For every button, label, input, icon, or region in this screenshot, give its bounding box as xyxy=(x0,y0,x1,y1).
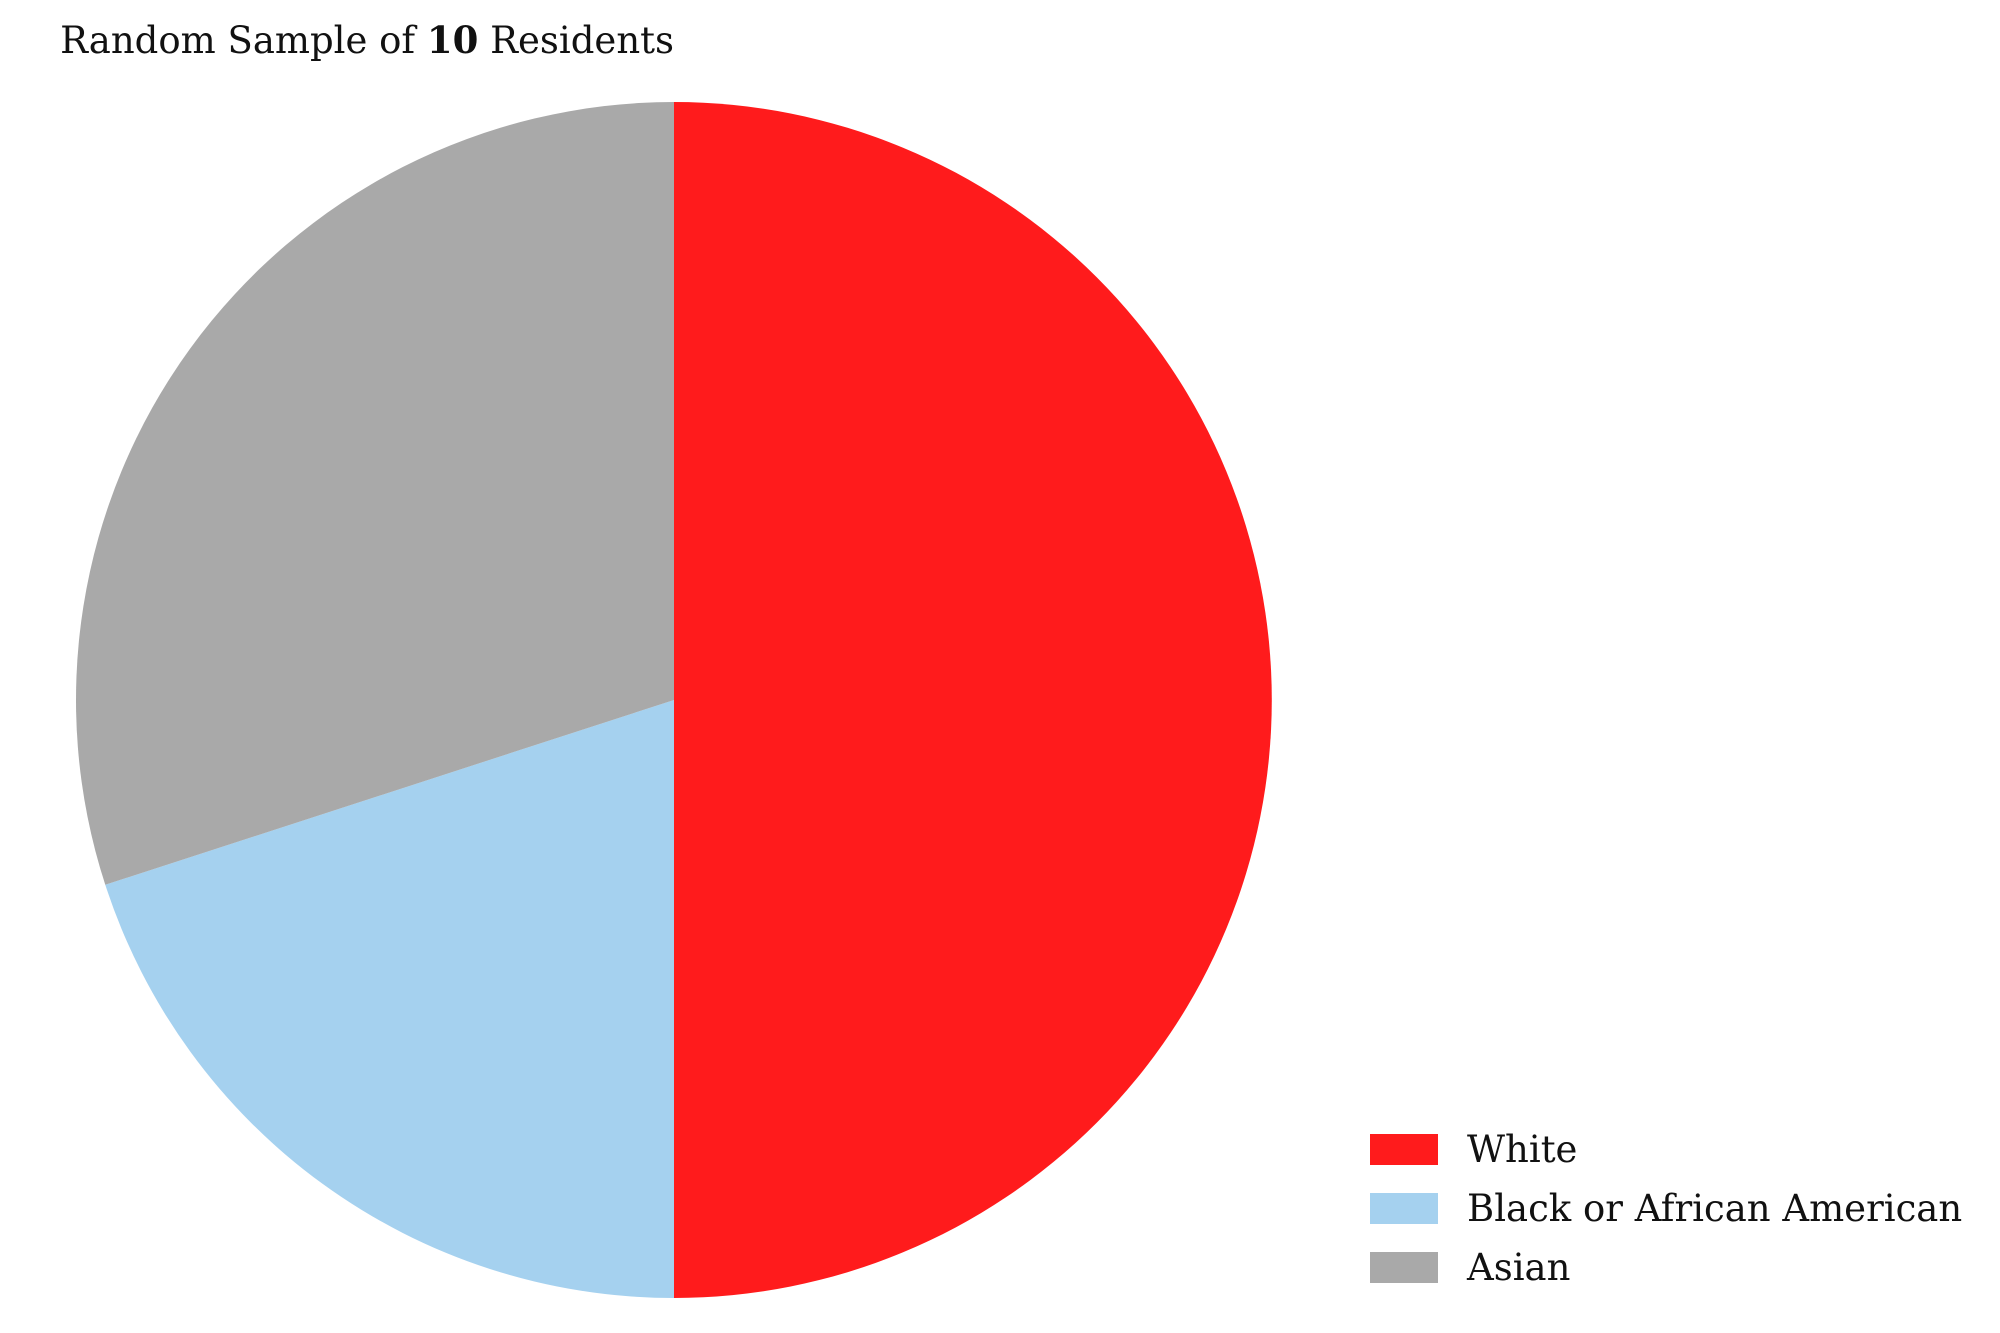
legend-item-white: White xyxy=(1370,1120,1970,1179)
chart-title-suffix: Residents xyxy=(478,19,675,62)
legend-swatch-asian xyxy=(1370,1252,1438,1283)
chart-title-count: 10 xyxy=(426,18,479,62)
pie-slice-black-or-african-american xyxy=(105,700,674,1298)
legend: White Black or African American Asian xyxy=(1370,1120,1970,1297)
legend-item-asian: Asian xyxy=(1370,1238,1970,1297)
pie-slice-white xyxy=(674,102,1272,1298)
chart-title-prefix: Random Sample of xyxy=(60,19,427,62)
legend-swatch-black-or-african-american xyxy=(1370,1193,1438,1224)
legend-item-black-or-african-american: Black or African American xyxy=(1370,1179,1970,1238)
legend-label-white: White xyxy=(1467,1127,1578,1171)
legend-label-black-or-african-american: Black or African American xyxy=(1467,1186,1963,1230)
pie-slice-asian xyxy=(76,102,674,885)
legend-label-asian: Asian xyxy=(1467,1245,1571,1289)
legend-swatch-white xyxy=(1370,1134,1438,1165)
